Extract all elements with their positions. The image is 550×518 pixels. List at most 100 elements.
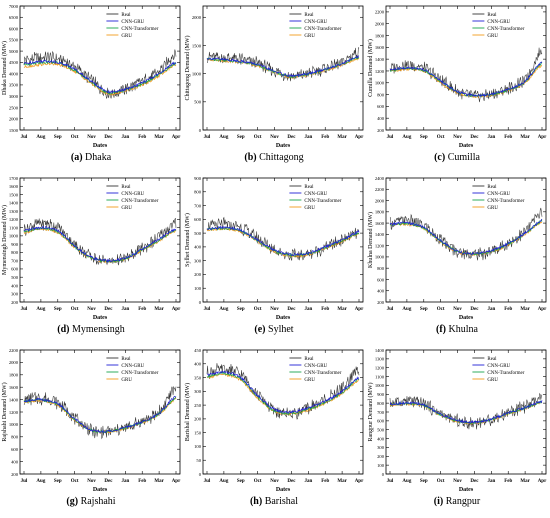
chart-svg: 0 50 100 150 200 250 300 350 400 450 Jul Aug Sep Oct N… (184, 348, 364, 493)
legend-label: CNN-GRU (487, 192, 510, 197)
legend-label: Real (304, 357, 314, 362)
legend: Real CNN-GRU CNN-Transformer GRU (472, 13, 525, 39)
x-tick-label: Oct (437, 135, 445, 140)
x-tick-label: Apr (355, 479, 364, 484)
y-tick-label: 0 (199, 472, 202, 477)
x-tick-label: Nov (87, 307, 96, 312)
x-tick-label: Oct (437, 307, 445, 312)
y-tick-label: 4500 (9, 60, 19, 65)
y-tick-label: 800 (377, 92, 385, 97)
plot-frame (202, 5, 364, 131)
panel-letter: (g) (66, 496, 79, 507)
x-tick-label: Oct (71, 479, 79, 484)
x-axis-label: Dates (93, 143, 108, 149)
legend-label: CNN-Transformer (304, 371, 341, 376)
y-tick-label: 800 (11, 435, 19, 440)
legend-label: CNN-Transformer (487, 27, 524, 32)
y-tick-label: 1000 (192, 71, 202, 76)
chart-panel-sylhet: 0 100 200 300 400 500 600 700 800 900 Jul Aug Sep Oct… (183, 172, 365, 342)
chart-svg: 1500 2000 2500 3000 3500 4000 4500 5000 5500 6000… (1, 4, 181, 149)
series-line-cnn-transformer (206, 226, 360, 258)
y-axis-label: Rangpur Demand (MW) (367, 383, 374, 442)
y-tick-label: 1100 (9, 225, 19, 230)
y-tick-label: 0 (199, 128, 202, 133)
legend-label: CNN-GRU (304, 20, 327, 25)
x-axis-label: Dates (93, 315, 108, 321)
series-group (206, 363, 360, 420)
legend-label: CNN-Transformer (487, 199, 524, 204)
x-axis-label: Dates (93, 487, 108, 493)
legend-label: GRU (304, 34, 315, 39)
panel-caption: (h) Barishal (183, 496, 365, 507)
legend: Real CNN-GRU CNN-Transformer GRU (106, 13, 159, 39)
y-tick-label: 600 (194, 217, 202, 222)
x-tick-label: Dec (287, 307, 296, 312)
panel-caption: (i) Rangpur (366, 496, 548, 507)
y-tick-label: 300 (377, 445, 385, 450)
x-tick-label: Aug (219, 479, 228, 484)
legend-label: CNN-GRU (487, 364, 510, 369)
x-axis-label: Dates (276, 487, 291, 493)
x-tick-label: Jan (121, 135, 129, 140)
x-tick-label: Jul (387, 307, 394, 312)
y-tick-label: 2200 (375, 187, 385, 192)
y-tick-label: 200 (194, 272, 202, 277)
legend: Real CNN-GRU CNN-Transformer GRU (472, 185, 525, 211)
x-tick-label: Apr (355, 307, 364, 312)
y-tick-label: 6000 (9, 26, 19, 31)
chart-svg: 200 400 600 800 1000 1200 1400 1600 1800 2000 2200… (367, 5, 547, 149)
chart-svg: 200 300 400 500 600 700 800 900 1000 1100 1200 1300… (1, 176, 181, 321)
y-tick-label: 2000 (9, 360, 19, 365)
panel-letter: (a) (70, 152, 83, 163)
y-tick-label: 600 (11, 447, 19, 452)
x-tick-label: Apr (538, 307, 547, 312)
chart-panel-dhaka: 1500 2000 2500 3000 3500 4000 4500 5000 5500 6000… (0, 0, 182, 170)
y-tick-label: 200 (11, 300, 19, 305)
y-tick-label: 3000 (9, 94, 19, 99)
x-tick-label: Sep (237, 135, 245, 140)
x-tick-label: Nov (270, 307, 279, 312)
x-tick-label: Mar (520, 307, 530, 312)
y-tick-label: 400 (11, 283, 19, 288)
x-axis-label: Dates (459, 487, 474, 493)
x-tick-label: Sep (54, 307, 62, 312)
panel-caption: (c) Cumilla (366, 152, 548, 163)
y-tick-label: 1300 (375, 357, 385, 362)
panel-caption: (f) Khulna (366, 324, 548, 335)
x-tick-label: Jul (21, 479, 28, 484)
x-tick-label: Feb (138, 307, 146, 312)
y-tick-label: 100 (194, 286, 202, 291)
x-tick-label: Mar (337, 307, 347, 312)
panel-caption-text: Chittagong (256, 152, 304, 163)
chart-panel-chittagong: 0 500 1000 1500 2000 Jul Aug Sep Oct Nov Dec Jan Feb… (183, 0, 365, 170)
x-tick-label: Mar (154, 479, 164, 484)
y-tick-label: 1200 (375, 366, 385, 371)
y-tick-label: 200 (377, 128, 385, 133)
y-tick-label: 2000 (375, 198, 385, 203)
y-tick-label: 50 (196, 458, 201, 463)
legend-label: Real (121, 13, 131, 18)
x-tick-label: Jan (304, 135, 312, 140)
y-axis-label: Rajshahi Demand (MW) (1, 382, 8, 441)
legend-label: Real (121, 185, 131, 190)
x-tick-label: Apr (172, 307, 181, 312)
legend-label: Real (121, 357, 131, 362)
chart-panel-rajshahi: 200 400 600 800 1000 1200 1400 1600 1800 2000 2200… (0, 344, 182, 514)
y-tick-label: 1400 (375, 232, 385, 237)
y-tick-label: 6500 (9, 15, 19, 20)
x-tick-label: Jan (121, 479, 129, 484)
panel-caption: (g) Rajshahi (0, 496, 182, 507)
panel-letter: (b) (244, 152, 257, 163)
legend-label: CNN-GRU (304, 364, 327, 369)
y-tick-label: 600 (377, 277, 385, 282)
plot-frame (19, 5, 181, 131)
y-axis-label: Dhaka Demand (MW) (1, 41, 8, 95)
x-axis-label: Dates (459, 143, 474, 149)
y-tick-label: 400 (377, 436, 385, 441)
y-tick-label: 1000 (375, 81, 385, 86)
chart-panel-khulna: 200 400 600 800 1000 1200 1400 1600 1800 2000 2200… (366, 172, 548, 342)
y-tick-label: 500 (11, 275, 19, 280)
legend-label: CNN-Transformer (121, 199, 158, 204)
series-group (23, 386, 177, 440)
